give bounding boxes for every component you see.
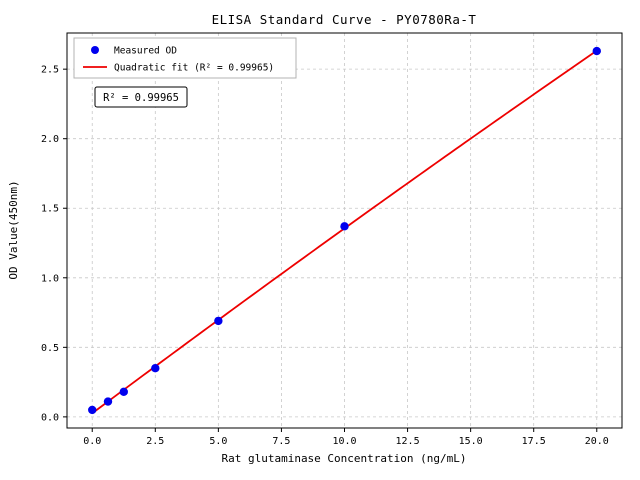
x-tick-label: 5.0 — [209, 436, 227, 447]
data-point — [592, 46, 601, 56]
x-tick-label: 12.5 — [396, 436, 420, 447]
data-point — [119, 387, 128, 397]
r-squared-annotation: R² = 0.99965 — [94, 86, 188, 108]
legend-label-measured-od: Measured OD — [114, 46, 177, 57]
x-tick-label: 20.0 — [585, 436, 609, 447]
y-tick-label: 2.5 — [41, 65, 59, 76]
r-squared-annotation-box — [94, 86, 188, 108]
y-tick-label: 0.5 — [41, 343, 59, 354]
data-point — [214, 316, 223, 326]
axes-layer: 0.0 2.5 5.0 7.5 10.0 12.5 15.0 17.5 20.0 0.0 0.5 1.… — [41, 32, 623, 447]
x-tick-label: 0.0 — [83, 436, 101, 447]
x-axis-label: Rat glutaminase Concentration (ng/mL) — [221, 452, 466, 465]
x-tick-label: 7.5 — [272, 436, 290, 447]
x-tick-label: 15.0 — [459, 436, 483, 447]
y-tick-label: 1.5 — [41, 204, 59, 215]
legend-marker-measured-od-icon — [91, 46, 99, 54]
legend-box — [73, 37, 297, 79]
y-tick-label: 2.0 — [41, 134, 59, 145]
data-point — [151, 363, 160, 373]
r-squared-text: R² = 0.99965 — [103, 92, 179, 104]
data-point — [340, 222, 349, 231]
legend-label-quadratic-fit: Quadratic fit (R² = 0.99965) — [114, 63, 274, 74]
x-tick-label: 17.5 — [522, 436, 546, 447]
data-point — [88, 405, 97, 415]
chart-title: ELISA Standard Curve - PY0780Ra-T — [212, 12, 477, 27]
y-tick-label: 1.0 — [41, 273, 59, 284]
y-tick-label: 0.0 — [41, 412, 59, 423]
data-point — [103, 397, 113, 406]
series-layer — [88, 46, 601, 415]
y-axis-label: OD Value(450nm) — [7, 180, 20, 279]
x-tick-label: 10.0 — [332, 436, 356, 447]
legend: Measured OD Quadratic fit (R² = 0.99965) — [73, 37, 297, 79]
x-tick-label: 2.5 — [146, 436, 164, 447]
